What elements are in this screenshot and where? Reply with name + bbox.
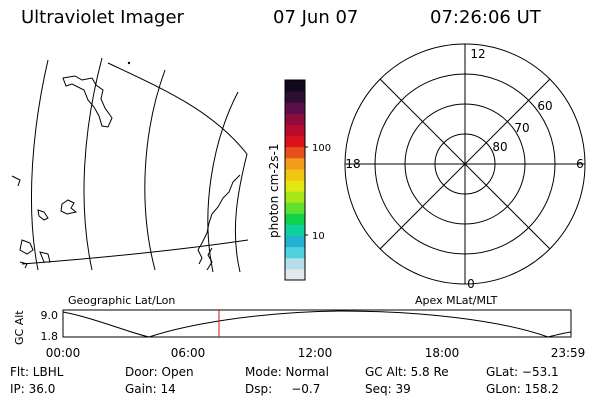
mlt-label-12: 12 <box>470 47 485 61</box>
orbit-y-tick: 9.0 <box>41 309 59 322</box>
orbit-altitude-curve <box>62 310 572 338</box>
lat-label-80: 80 <box>492 140 507 154</box>
colorbar-segment <box>285 157 305 170</box>
time-label: 07:26:06 UT <box>430 7 541 28</box>
orbit-frame <box>62 309 572 338</box>
info-door: Door: Open <box>125 365 194 379</box>
orbit-x-tick: 12:00 <box>298 346 333 360</box>
lon-line-2 <box>83 57 103 271</box>
info-seq: Seq: 39 <box>365 382 411 396</box>
colorbar-segment <box>285 191 305 203</box>
orbit-y-tick: 1.8 <box>41 330 59 343</box>
mlt-label-18: 18 <box>345 157 360 171</box>
lat-label-70: 70 <box>514 121 529 135</box>
coastline <box>62 75 113 128</box>
orbit-x-tick: 00:00 <box>46 346 81 360</box>
colorbar-segment <box>285 168 305 181</box>
orbit-x-tick: 06:00 <box>171 346 206 360</box>
geographic-map <box>11 57 249 273</box>
info-dsp: Dsp: −0.7 <box>245 382 321 396</box>
info-gain: Gain: 14 <box>125 382 176 396</box>
app-title: Ultraviolet Imager <box>21 7 184 28</box>
mlt-label-6: 6 <box>576 157 584 171</box>
boundary-line <box>107 62 248 273</box>
coastline <box>206 247 213 271</box>
info-glat: GLat: −53.1 <box>486 365 559 379</box>
colorbar-segment <box>285 202 305 214</box>
colorbar-segment <box>285 180 305 192</box>
coastline <box>197 174 241 265</box>
colorbar-segment <box>285 135 305 148</box>
lat-line-1 <box>21 239 249 265</box>
info-glon: GLon: 158.2 <box>486 382 559 396</box>
colorbar-segment <box>285 80 305 92</box>
mlt-label-0: 0 <box>467 277 475 291</box>
coastline <box>19 239 34 255</box>
colorbar-segment <box>285 268 305 281</box>
colorbar-segment <box>285 91 305 103</box>
left-panel-label: Geographic Lat/Lon <box>68 294 175 307</box>
colorbar-label: photon cm-2s-1 <box>267 144 281 239</box>
info-gc-alt: GC Alt: 5.8 Re <box>365 365 449 379</box>
polar-plot <box>344 43 586 285</box>
colorbar-segment <box>285 235 305 248</box>
colorbar-segment <box>285 102 305 114</box>
coastline <box>60 199 78 215</box>
date-label: 07 Jun 07 <box>273 7 359 28</box>
orbit-y-label: GC Alt <box>13 310 26 345</box>
colorbar-segment <box>285 124 305 137</box>
colorbar-tick-label: 100 <box>312 143 331 154</box>
right-panel-label: Apex MLat/MLT <box>415 294 498 307</box>
info-flt: Flt: LBHL <box>10 365 64 379</box>
orbit-x-tick: 18:00 <box>425 346 460 360</box>
colorbar-segment <box>285 257 305 270</box>
colorbar-segment <box>285 113 305 125</box>
lon-line-3 <box>144 69 166 271</box>
colorbar <box>285 80 305 281</box>
lat-label-60: 60 <box>537 99 552 113</box>
info-ip: IP: 36.0 <box>10 382 56 396</box>
coastline <box>39 251 51 263</box>
coastline <box>19 261 28 269</box>
colorbar-segment <box>285 246 305 259</box>
coastline <box>37 209 49 221</box>
meridian-diag <box>379 78 551 250</box>
map-point <box>127 61 131 65</box>
colorbar-segment <box>285 146 305 159</box>
colorbar-segment <box>285 213 305 225</box>
coastline <box>11 175 21 187</box>
colorbar-tick-label: 10 <box>312 231 325 242</box>
lon-line-1 <box>30 59 49 271</box>
orbit-x-tick: 23:59 <box>551 346 586 360</box>
colorbar-segment <box>285 224 305 237</box>
info-mode: Mode: Normal <box>245 365 329 379</box>
colorbar-frame <box>284 79 306 281</box>
lon-line-4 <box>207 91 239 273</box>
orbit-plot <box>62 309 572 338</box>
